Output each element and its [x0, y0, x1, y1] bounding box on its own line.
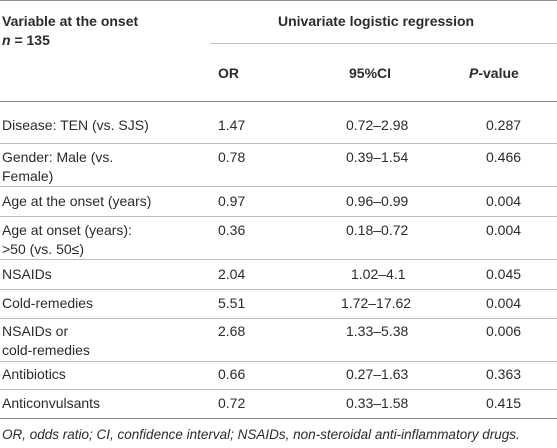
row-var: Antibiotics — [2, 366, 66, 382]
header-n-value: = 135 — [10, 32, 50, 48]
header-n-symbol: n — [2, 32, 11, 48]
row-or: 0.78 — [218, 149, 246, 165]
row-var: Disease: TEN (vs. SJS) — [2, 117, 149, 133]
row-or: 0.36 — [218, 222, 246, 238]
row-var: Age at onset (years): — [2, 222, 132, 238]
row-or: 0.72 — [218, 395, 246, 411]
header-group-label: Univariate logistic regression — [278, 13, 475, 29]
row-p: 0.287 — [486, 117, 522, 133]
row-ci: 0.27–1.63 — [346, 366, 409, 382]
row-p: 0.004 — [486, 222, 522, 238]
row-p: 0.006 — [486, 323, 522, 339]
header-bottom-rule — [0, 101, 557, 102]
header-group-underline — [210, 43, 557, 44]
row-or: 1.47 — [218, 117, 246, 133]
row-var-cont: cold-remedies — [2, 342, 90, 358]
row-ci: 0.96–0.99 — [346, 193, 409, 209]
row-divider — [0, 289, 557, 290]
header-variable-label: Variable at the onset — [2, 13, 139, 29]
row-var: Anticonvulsants — [2, 395, 101, 411]
row-ci: 1.33–5.38 — [346, 323, 409, 339]
col-header-ci: 95%CI — [349, 65, 392, 81]
row-var-cont: Female) — [2, 168, 54, 184]
row-p: 0.004 — [486, 295, 522, 311]
row-ci: 0.33–1.58 — [346, 395, 409, 411]
row-p: 0.004 — [486, 193, 522, 209]
row-var: NSAIDs — [2, 266, 52, 282]
row-divider — [0, 186, 557, 187]
row-ci: 0.18–0.72 — [346, 222, 409, 238]
table-top-rule — [0, 0, 557, 1]
header-sample-size: n = 135 — [2, 31, 50, 50]
table-bottom-rule — [0, 418, 557, 419]
row-or: 2.04 — [218, 266, 246, 282]
table-footnote: OR, odds ratio; CI, confidence interval;… — [2, 427, 520, 442]
col-header-p: P-value — [469, 64, 519, 83]
row-var: NSAIDs or — [2, 323, 69, 339]
row-or: 2.68 — [218, 323, 246, 339]
row-divider — [0, 318, 557, 319]
row-ci: 0.72–2.98 — [346, 117, 409, 133]
row-ci: 0.39–1.54 — [346, 149, 409, 165]
col-header-p-symbol: P — [469, 65, 479, 81]
row-or: 5.51 — [218, 295, 246, 311]
row-var: Gender: Male (vs. — [2, 149, 114, 165]
row-p: 0.415 — [486, 395, 522, 411]
row-p: 0.466 — [486, 149, 522, 165]
row-divider — [0, 389, 557, 390]
row-p: 0.045 — [486, 266, 522, 282]
row-var: Age at the onset (years) — [2, 193, 152, 209]
row-ci: 1.72–17.62 — [341, 295, 412, 311]
row-divider — [0, 216, 557, 217]
row-var-cont: >50 (vs. 50≤) — [2, 241, 84, 257]
row-divider — [0, 143, 557, 144]
row-or: 0.66 — [218, 366, 246, 382]
row-var: Cold-remedies — [2, 295, 94, 311]
row-p: 0.363 — [486, 366, 522, 382]
row-or: 0.97 — [218, 193, 246, 209]
row-divider — [0, 259, 557, 260]
row-ci: 1.02–4.1 — [351, 266, 406, 282]
col-header-or: OR — [218, 65, 239, 81]
row-divider — [0, 361, 557, 362]
col-header-p-rest: -value — [478, 65, 519, 81]
